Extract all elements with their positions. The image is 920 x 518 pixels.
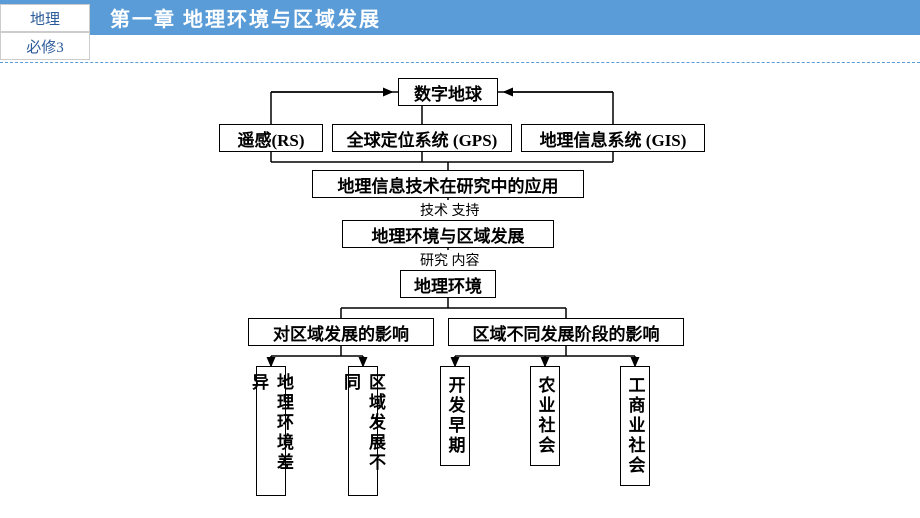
header-bar: 第一章 地理环境与区域发展 (0, 0, 920, 35)
label-research-content: 研究 内容 (418, 250, 482, 270)
subject-tab: 地理 (0, 4, 90, 32)
node-gps: 全球定位系统 (GPS) (332, 124, 512, 152)
flowchart: 数字地球 遥感(RS) 全球定位系统 (GPS) 地理信息系统 (GIS) 地理… (0, 70, 920, 518)
node-gis: 地理信息系统 (GIS) (521, 124, 705, 152)
label-tech-support: 技术 支持 (418, 200, 482, 220)
node-application: 地理信息技术在研究中的应用 (312, 170, 584, 198)
node-stages: 区域不同发展阶段的影响 (448, 318, 684, 346)
node-digital-earth: 数字地球 (398, 78, 498, 106)
node-impact-dev: 对区域发展的影响 (248, 318, 434, 346)
node-rs: 遥感(RS) (219, 124, 323, 152)
chapter-title: 第一章 地理环境与区域发展 (110, 3, 381, 32)
node-agri: 农业社会 (530, 366, 560, 466)
node-geo-env: 地理环境 (400, 270, 496, 298)
node-env-diff: 地理环境差异 (256, 366, 286, 496)
node-industry: 工商业社会 (620, 366, 650, 486)
node-early: 开发早期 (440, 366, 470, 466)
course-tab: 必修3 (0, 32, 90, 60)
divider (0, 62, 920, 63)
node-env-dev: 地理环境与区域发展 (342, 220, 554, 248)
node-region-diff: 区域发展不同 (348, 366, 378, 496)
